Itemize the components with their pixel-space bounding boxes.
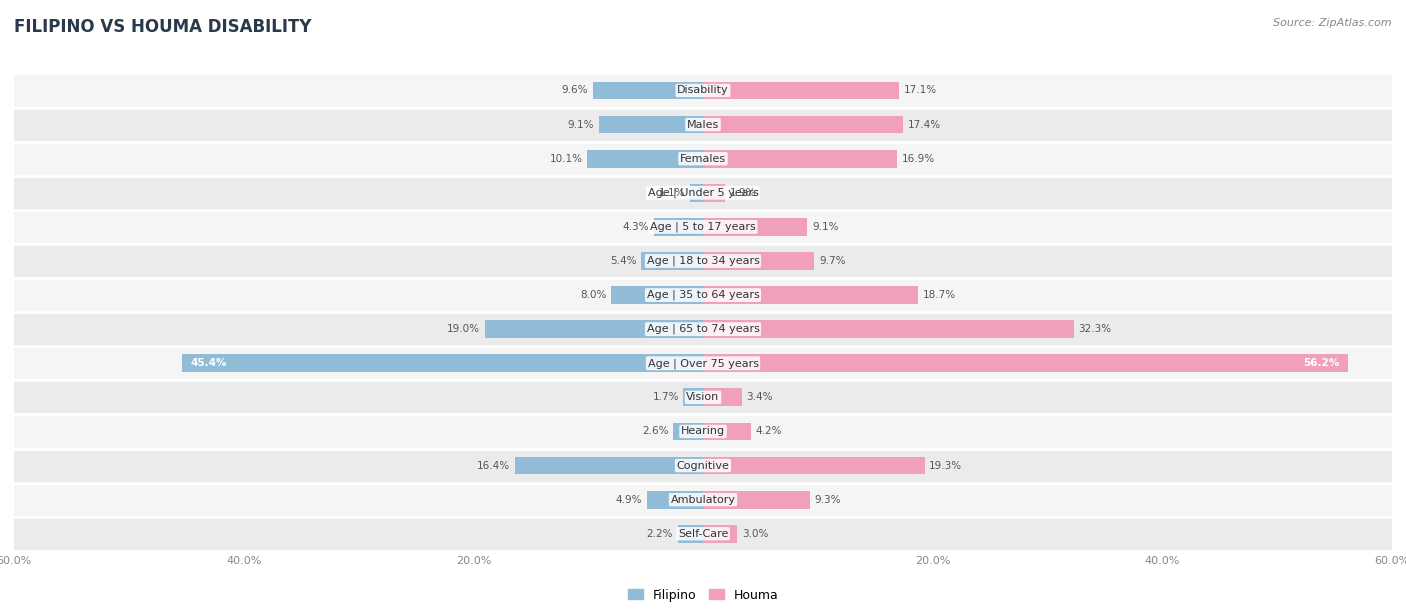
Bar: [703, 423, 751, 440]
Text: Disability: Disability: [678, 86, 728, 95]
Bar: [14, 449, 1392, 483]
Text: 45.4%: 45.4%: [191, 358, 228, 368]
Text: 19.0%: 19.0%: [447, 324, 481, 334]
Bar: [593, 81, 703, 99]
Text: Ambulatory: Ambulatory: [671, 494, 735, 505]
Bar: [14, 312, 1392, 346]
Text: 9.6%: 9.6%: [561, 86, 588, 95]
Text: 4.9%: 4.9%: [616, 494, 643, 505]
Bar: [703, 150, 897, 168]
Text: Age | 18 to 34 years: Age | 18 to 34 years: [647, 256, 759, 266]
Bar: [14, 73, 1392, 108]
Bar: [612, 286, 703, 304]
Text: 9.7%: 9.7%: [818, 256, 845, 266]
Text: 4.3%: 4.3%: [623, 222, 650, 232]
Text: 5.4%: 5.4%: [610, 256, 637, 266]
Bar: [703, 491, 810, 509]
Text: 2.6%: 2.6%: [643, 427, 669, 436]
Text: FILIPINO VS HOUMA DISABILITY: FILIPINO VS HOUMA DISABILITY: [14, 18, 312, 36]
Text: 32.3%: 32.3%: [1078, 324, 1112, 334]
Bar: [14, 176, 1392, 210]
Text: 16.4%: 16.4%: [477, 461, 510, 471]
Bar: [703, 116, 903, 133]
Bar: [690, 184, 703, 201]
Bar: [703, 286, 918, 304]
Text: 1.7%: 1.7%: [652, 392, 679, 402]
Bar: [678, 525, 703, 543]
Text: 16.9%: 16.9%: [901, 154, 935, 163]
Text: 8.0%: 8.0%: [581, 290, 606, 300]
Bar: [703, 457, 925, 474]
Bar: [181, 354, 703, 372]
Bar: [588, 150, 703, 168]
Text: 18.7%: 18.7%: [922, 290, 956, 300]
Text: Age | 65 to 74 years: Age | 65 to 74 years: [647, 324, 759, 334]
Text: 56.2%: 56.2%: [1303, 358, 1339, 368]
Bar: [683, 389, 703, 406]
Text: Age | 35 to 64 years: Age | 35 to 64 years: [647, 290, 759, 300]
Bar: [703, 354, 1348, 372]
Text: Males: Males: [688, 119, 718, 130]
Bar: [14, 141, 1392, 176]
Text: Females: Females: [681, 154, 725, 163]
Text: 3.4%: 3.4%: [747, 392, 773, 402]
Text: Cognitive: Cognitive: [676, 461, 730, 471]
Bar: [14, 244, 1392, 278]
Text: Age | 5 to 17 years: Age | 5 to 17 years: [650, 222, 756, 232]
Text: 2.2%: 2.2%: [647, 529, 673, 539]
Bar: [703, 218, 807, 236]
Text: 9.3%: 9.3%: [814, 494, 841, 505]
Text: Age | Under 5 years: Age | Under 5 years: [648, 187, 758, 198]
Bar: [14, 210, 1392, 244]
Text: 1.1%: 1.1%: [659, 188, 686, 198]
Text: 1.9%: 1.9%: [730, 188, 756, 198]
Text: 4.2%: 4.2%: [756, 427, 782, 436]
Text: Hearing: Hearing: [681, 427, 725, 436]
Text: 10.1%: 10.1%: [550, 154, 582, 163]
Bar: [703, 320, 1074, 338]
Bar: [703, 525, 738, 543]
Text: 9.1%: 9.1%: [813, 222, 838, 232]
Legend: Filipino, Houma: Filipino, Houma: [623, 584, 783, 606]
Text: 17.4%: 17.4%: [907, 119, 941, 130]
Text: 9.1%: 9.1%: [568, 119, 593, 130]
Text: Self-Care: Self-Care: [678, 529, 728, 539]
Bar: [515, 457, 703, 474]
Text: Age | Over 75 years: Age | Over 75 years: [648, 358, 758, 368]
Bar: [14, 108, 1392, 141]
Text: 19.3%: 19.3%: [929, 461, 962, 471]
Bar: [14, 380, 1392, 414]
Bar: [14, 483, 1392, 517]
Bar: [703, 389, 742, 406]
Bar: [641, 252, 703, 270]
Bar: [599, 116, 703, 133]
Bar: [485, 320, 703, 338]
Bar: [14, 414, 1392, 449]
Text: Source: ZipAtlas.com: Source: ZipAtlas.com: [1274, 18, 1392, 28]
Bar: [14, 346, 1392, 380]
Bar: [654, 218, 703, 236]
Text: 17.1%: 17.1%: [904, 86, 936, 95]
Bar: [703, 184, 725, 201]
Bar: [703, 252, 814, 270]
Bar: [14, 517, 1392, 551]
Bar: [14, 278, 1392, 312]
Bar: [703, 81, 900, 99]
Bar: [673, 423, 703, 440]
Text: 3.0%: 3.0%: [742, 529, 769, 539]
Text: Vision: Vision: [686, 392, 720, 402]
Bar: [647, 491, 703, 509]
